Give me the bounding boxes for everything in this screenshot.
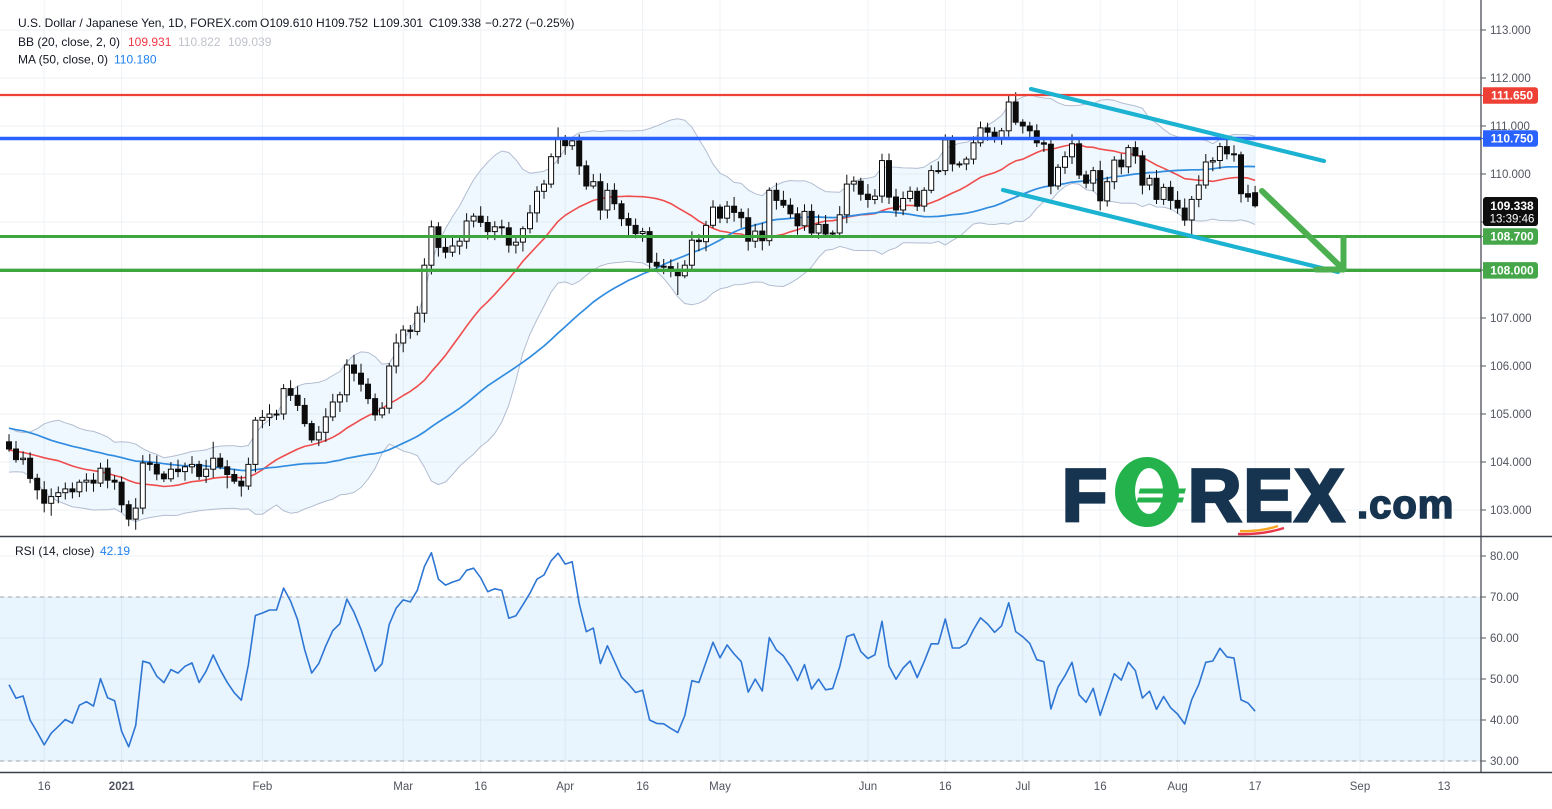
svg-text:103.000: 103.000 xyxy=(1490,505,1532,517)
svg-text:U.S. Dollar / Japanese Yen, 1D: U.S. Dollar / Japanese Yen, 1D, FOREX.co… xyxy=(18,16,257,30)
svg-text:2021: 2021 xyxy=(109,781,135,793)
svg-text:BB (20, close, 2, 0): BB (20, close, 2, 0) xyxy=(18,35,120,49)
svg-text:Mar: Mar xyxy=(393,781,413,793)
svg-text:O109.610: O109.610 xyxy=(260,16,313,30)
svg-text:113.000: 113.000 xyxy=(1490,25,1531,37)
svg-text:110.000: 110.000 xyxy=(1490,169,1531,181)
svg-text:110.750: 110.750 xyxy=(1491,132,1534,146)
svg-text:Jun: Jun xyxy=(859,781,878,793)
svg-text:Sep: Sep xyxy=(1350,781,1370,793)
svg-text:Jul: Jul xyxy=(1015,781,1030,793)
svg-text:H109.752: H109.752 xyxy=(316,16,368,30)
svg-text:40.00: 40.00 xyxy=(1490,715,1519,727)
svg-text:−0.272 (−0.25%): −0.272 (−0.25%) xyxy=(485,16,574,30)
svg-text:L109.301: L109.301 xyxy=(373,16,423,30)
svg-text:16: 16 xyxy=(939,781,952,793)
svg-text:MA (50, close, 0): MA (50, close, 0) xyxy=(18,53,108,67)
svg-text:Aug: Aug xyxy=(1167,781,1187,793)
svg-text:112.000: 112.000 xyxy=(1490,73,1531,85)
svg-text:110.822: 110.822 xyxy=(178,35,221,49)
svg-text:106.000: 106.000 xyxy=(1490,361,1532,373)
svg-text:109.039: 109.039 xyxy=(228,35,272,49)
svg-text:110.180: 110.180 xyxy=(114,53,157,67)
svg-text:108.700: 108.700 xyxy=(1490,230,1534,244)
svg-text:107.000: 107.000 xyxy=(1490,313,1532,325)
svg-text:60.00: 60.00 xyxy=(1490,633,1519,645)
svg-text:16: 16 xyxy=(636,781,649,793)
svg-text:RSI (14, close): RSI (14, close) xyxy=(15,544,94,558)
svg-text:Apr: Apr xyxy=(556,781,574,793)
svg-text:16: 16 xyxy=(38,781,51,793)
svg-text:111.650: 111.650 xyxy=(1491,89,1533,103)
svg-text:109.338: 109.338 xyxy=(1490,199,1534,213)
svg-text:80.00: 80.00 xyxy=(1490,551,1519,563)
svg-text:C109.338: C109.338 xyxy=(429,16,481,30)
svg-text:109.931: 109.931 xyxy=(128,35,172,49)
svg-text:30.00: 30.00 xyxy=(1490,756,1519,768)
svg-text:108.000: 108.000 xyxy=(1490,264,1534,278)
svg-text:42.19: 42.19 xyxy=(100,544,130,558)
svg-text:Feb: Feb xyxy=(252,781,272,793)
svg-text:17: 17 xyxy=(1249,781,1262,793)
svg-text:REX: REX xyxy=(1188,454,1346,537)
svg-text:16: 16 xyxy=(474,781,487,793)
svg-text:70.00: 70.00 xyxy=(1490,592,1519,604)
svg-text:May: May xyxy=(709,781,731,793)
svg-text:16: 16 xyxy=(1094,781,1107,793)
svg-text:13:39:46: 13:39:46 xyxy=(1490,214,1535,226)
svg-text:F: F xyxy=(1062,454,1107,537)
svg-text:.com: .com xyxy=(1357,483,1454,527)
svg-text:105.000: 105.000 xyxy=(1490,409,1532,421)
svg-text:111.000: 111.000 xyxy=(1490,121,1530,133)
svg-text:104.000: 104.000 xyxy=(1490,457,1532,469)
svg-text:50.00: 50.00 xyxy=(1490,674,1519,686)
svg-text:13: 13 xyxy=(1438,781,1451,793)
